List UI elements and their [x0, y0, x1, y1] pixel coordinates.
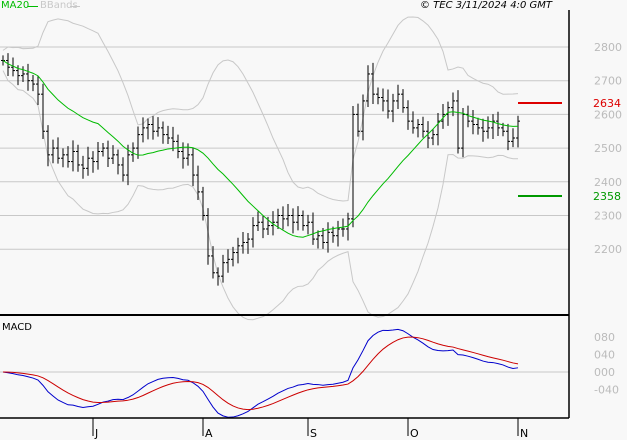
resistance-label: 2634 [593, 97, 621, 110]
ma20-line [2, 60, 519, 238]
legend-ma20: MA20 [1, 0, 30, 11]
bband-upper [2, 16, 519, 202]
macd-tick-label: -040 [594, 384, 619, 397]
copyright: © TEC 3/11/2024 4:0 GMT [420, 0, 552, 11]
y-tick-label: 2200 [594, 243, 622, 256]
x-tick-label: S [310, 427, 317, 440]
bband-lower [2, 70, 519, 321]
legend-ma20-swatch [28, 6, 38, 7]
y-tick-label: 2500 [594, 142, 622, 155]
y-tick-label: 2700 [594, 75, 622, 88]
x-tick-label: A [205, 427, 213, 440]
legend-bbands-swatch [70, 6, 80, 7]
signal-line [2, 336, 519, 411]
y-tick-label: 2400 [594, 176, 622, 189]
macd-title: MACD [2, 322, 32, 333]
legend-bbands: BBands [40, 0, 78, 11]
macd-tick-label: 040 [594, 348, 615, 361]
x-tick-label: J [94, 427, 98, 440]
macd-tick-label: 080 [594, 331, 615, 344]
support-label: 2358 [593, 190, 621, 203]
y-tick-label: 2800 [594, 41, 622, 54]
x-tick-label: O [410, 427, 419, 440]
macd-tick-label: 000 [594, 366, 615, 379]
y-tick-label: 2600 [594, 108, 622, 121]
x-tick-label: N [520, 427, 528, 440]
y-tick-label: 2300 [594, 210, 622, 223]
macd-line [2, 328, 519, 418]
